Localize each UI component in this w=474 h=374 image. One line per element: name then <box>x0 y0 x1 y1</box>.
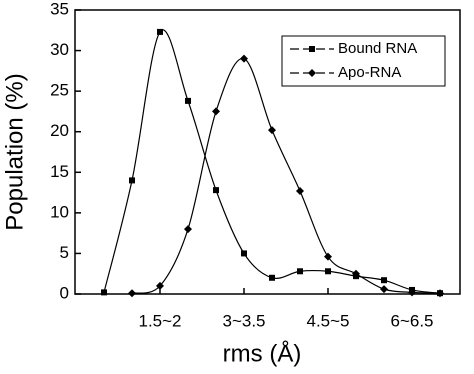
point <box>241 250 247 257</box>
y-tick-label: 15 <box>50 162 69 181</box>
x-tick-label: 6~6.5 <box>390 311 433 330</box>
y-tick-label: 30 <box>50 40 69 59</box>
legend-label: Bound RNA <box>338 40 417 57</box>
point <box>297 268 303 275</box>
point <box>128 289 136 298</box>
point <box>212 107 220 116</box>
point <box>157 28 163 35</box>
legend-label: Apo-RNA <box>338 64 401 81</box>
y-tick-label: 25 <box>50 81 69 100</box>
point <box>296 186 304 195</box>
point <box>129 177 135 184</box>
point <box>308 69 316 77</box>
point <box>156 281 164 290</box>
point <box>380 285 388 294</box>
point <box>325 268 331 275</box>
plot-frame <box>74 9 461 295</box>
point <box>408 288 416 297</box>
x-tick-label: 3~3.5 <box>222 311 265 330</box>
y-tick-label: 0 <box>60 283 69 302</box>
y-tick-label: 20 <box>50 121 69 140</box>
y-tick-label: 5 <box>60 243 69 262</box>
point <box>309 46 315 52</box>
point <box>240 54 248 63</box>
y-axis-title: Population (%) <box>1 73 28 230</box>
series-line <box>103 29 441 294</box>
point <box>269 274 275 281</box>
point <box>268 126 276 135</box>
point <box>436 289 444 298</box>
point <box>381 277 387 284</box>
point <box>185 97 191 104</box>
y-tick-label: 35 <box>50 0 69 18</box>
x-tick-label: 1.5~2 <box>138 311 181 330</box>
x-axis-title: rms (Å) <box>223 339 302 367</box>
y-tick-label: 10 <box>50 202 69 221</box>
point <box>101 289 107 296</box>
point <box>184 225 192 234</box>
point <box>324 252 332 261</box>
x-tick-label: 4.5~5 <box>306 311 349 330</box>
legend-box <box>281 35 446 87</box>
series-line <box>131 58 441 294</box>
point <box>352 269 360 278</box>
point <box>213 187 219 194</box>
